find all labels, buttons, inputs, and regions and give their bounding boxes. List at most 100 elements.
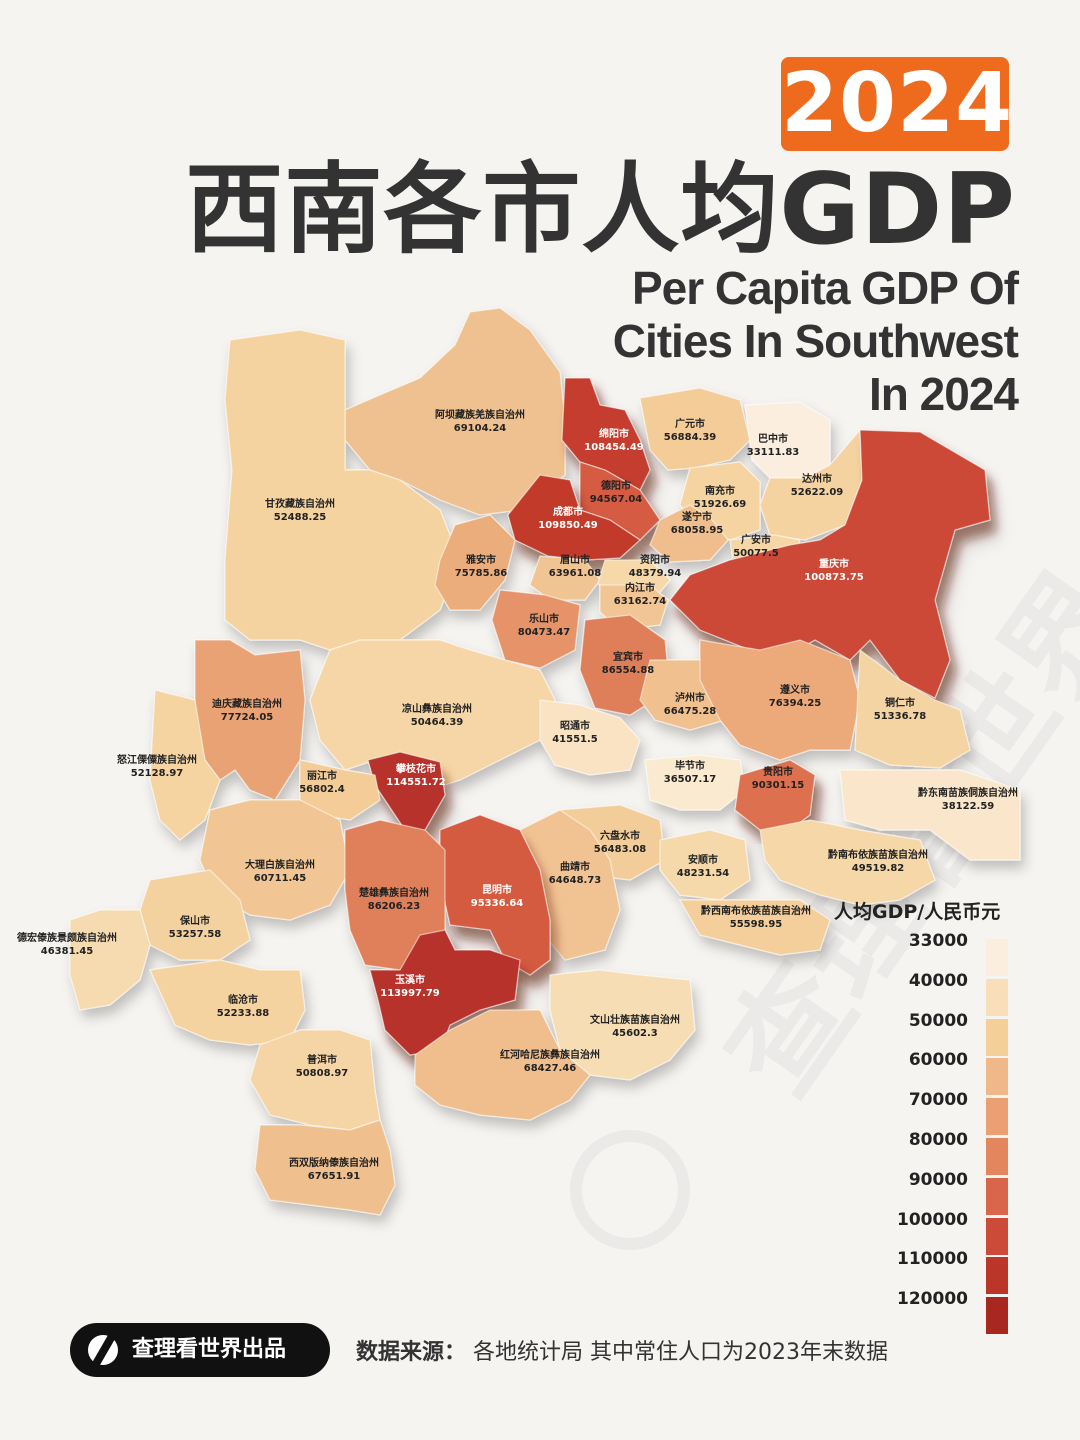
region-name: 六盘水市 bbox=[600, 829, 640, 842]
region-value: 66475.28 bbox=[664, 706, 717, 717]
region-name: 广元市 bbox=[675, 417, 705, 430]
region-name: 攀枝花市 bbox=[395, 762, 436, 775]
region-value: 60711.45 bbox=[254, 873, 307, 884]
legend-swatch bbox=[986, 1257, 1008, 1295]
region-shape bbox=[149, 689, 221, 841]
region-name: 昭通市 bbox=[560, 719, 590, 732]
region-value: 36507.17 bbox=[664, 774, 717, 785]
region-value: 48231.54 bbox=[677, 868, 730, 879]
region-value: 68058.95 bbox=[671, 525, 724, 536]
legend-label: 60000 bbox=[908, 1050, 968, 1071]
region-value: 86206.23 bbox=[368, 901, 421, 912]
region-name: 德宏傣族景颇族自治州 bbox=[16, 931, 117, 944]
region-value: 48379.94 bbox=[629, 568, 682, 579]
region-name: 遵义市 bbox=[780, 683, 810, 696]
region-shape bbox=[149, 959, 306, 1046]
region-name: 成都市 bbox=[553, 505, 583, 518]
region-shape bbox=[414, 1009, 591, 1121]
region-name: 安顺市 bbox=[688, 853, 718, 866]
region-value: 86554.88 bbox=[602, 665, 655, 676]
region-value: 109850.49 bbox=[538, 520, 598, 531]
region-name: 贵阳市 bbox=[763, 765, 793, 778]
legend-swatch bbox=[986, 1018, 1008, 1056]
region-name: 重庆市 bbox=[819, 557, 849, 570]
region-name: 资阳市 bbox=[640, 553, 670, 566]
region-name: 德阳市 bbox=[600, 479, 631, 492]
brand-pill: 查理看世界出品 bbox=[70, 1323, 330, 1377]
legend-label: 110000 bbox=[897, 1249, 968, 1270]
region-shape bbox=[369, 929, 521, 1056]
legend-swatch bbox=[986, 1297, 1008, 1335]
region-value: 50808.97 bbox=[296, 1068, 349, 1079]
legend-swatch bbox=[986, 1177, 1008, 1215]
region-name: 宜宾市 bbox=[613, 650, 643, 663]
region-shape bbox=[699, 639, 861, 761]
region-value: 114551.72 bbox=[386, 777, 446, 788]
legend-item: 90000 bbox=[0, 1169, 1080, 1215]
legend-label: 120000 bbox=[897, 1289, 968, 1310]
legend-label: 80000 bbox=[908, 1130, 968, 1150]
legend-item: 33000 bbox=[0, 930, 1080, 976]
region-name: 广安市 bbox=[741, 533, 771, 546]
year-badge: 2024 bbox=[781, 56, 1014, 151]
legend-swatch bbox=[986, 1098, 1008, 1136]
legend-swatch bbox=[986, 939, 1008, 976]
legend-label: 100000 bbox=[897, 1209, 968, 1230]
region-name: 普洱市 bbox=[307, 1053, 337, 1066]
region-value: 69104.24 bbox=[454, 423, 507, 434]
region-shape bbox=[529, 555, 601, 601]
region-name: 文山壮族苗族自治州 bbox=[590, 1013, 680, 1026]
region-value: 64648.73 bbox=[549, 875, 602, 886]
region-value: 75785.86 bbox=[455, 568, 508, 579]
legend-item: 60000 bbox=[0, 1049, 1080, 1096]
charlie-logo-icon bbox=[88, 1335, 118, 1365]
region-value: 63961.08 bbox=[549, 568, 602, 579]
region-name: 铜仁市 bbox=[885, 696, 915, 709]
region-shape bbox=[649, 504, 729, 563]
region-value: 52488.25 bbox=[274, 512, 327, 523]
region-shape bbox=[434, 514, 516, 611]
legend-item: 110000 bbox=[0, 1248, 1080, 1295]
region-name: 迪庆藏族自治州 bbox=[212, 697, 282, 710]
region-value: 51336.78 bbox=[874, 711, 927, 722]
region-name: 遂宁市 bbox=[682, 510, 712, 523]
region-name: 西双版纳傣族自治州 bbox=[289, 1156, 379, 1169]
region-value: 55598.95 bbox=[730, 919, 783, 930]
region-name: 丽江市 bbox=[307, 769, 337, 782]
region-value: 41551.5 bbox=[552, 734, 598, 745]
region-value: 56884.39 bbox=[664, 432, 717, 443]
legend-swatch bbox=[986, 1138, 1008, 1175]
legend-item: 40000 bbox=[0, 970, 1080, 1016]
region-name: 阿坝藏族羌族自治州 bbox=[435, 408, 525, 421]
legend-title: 人均GDP/人民币元 bbox=[834, 901, 1001, 923]
region-shape bbox=[507, 474, 641, 561]
region-value: 51926.69 bbox=[694, 499, 747, 510]
region-shape bbox=[549, 969, 696, 1081]
legend-item: 120000 bbox=[0, 1288, 1080, 1335]
region-name: 怒江傈僳族自治州 bbox=[117, 753, 197, 766]
region-value: 52128.97 bbox=[131, 768, 184, 779]
region-name: 绵阳市 bbox=[599, 427, 629, 440]
region-name: 楚雄彝族自治州 bbox=[358, 886, 429, 899]
page-title: 西南各市人均GDP bbox=[185, 153, 1016, 267]
region-name: 乐山市 bbox=[529, 612, 559, 625]
region-value: 94567.04 bbox=[590, 494, 643, 505]
region-name: 达州市 bbox=[802, 472, 832, 485]
data-source: 数据来源： 各地统计局 其中常住人口为2023年末数据 bbox=[356, 1334, 888, 1366]
region-value: 68427.46 bbox=[524, 1063, 577, 1074]
legend-item: 80000 bbox=[0, 1129, 1080, 1175]
legend-label: 40000 bbox=[908, 970, 968, 991]
region-value: 45602.3 bbox=[612, 1028, 658, 1039]
region-value: 113997.79 bbox=[380, 988, 440, 999]
subtitle-line-3: In 2024 bbox=[869, 368, 1019, 420]
page-subtitle-en: Per Capita GDP Of Cities In Southwest In… bbox=[613, 262, 1019, 421]
region-name: 雅安市 bbox=[466, 553, 496, 566]
region-value: 52622.09 bbox=[791, 487, 844, 498]
region-name: 玉溪市 bbox=[395, 973, 425, 986]
region-shape bbox=[69, 909, 151, 1011]
region-value: 90301.15 bbox=[752, 780, 805, 791]
region-shape bbox=[309, 639, 556, 791]
legend-swatch bbox=[986, 978, 1008, 1016]
region-shape bbox=[678, 899, 831, 956]
